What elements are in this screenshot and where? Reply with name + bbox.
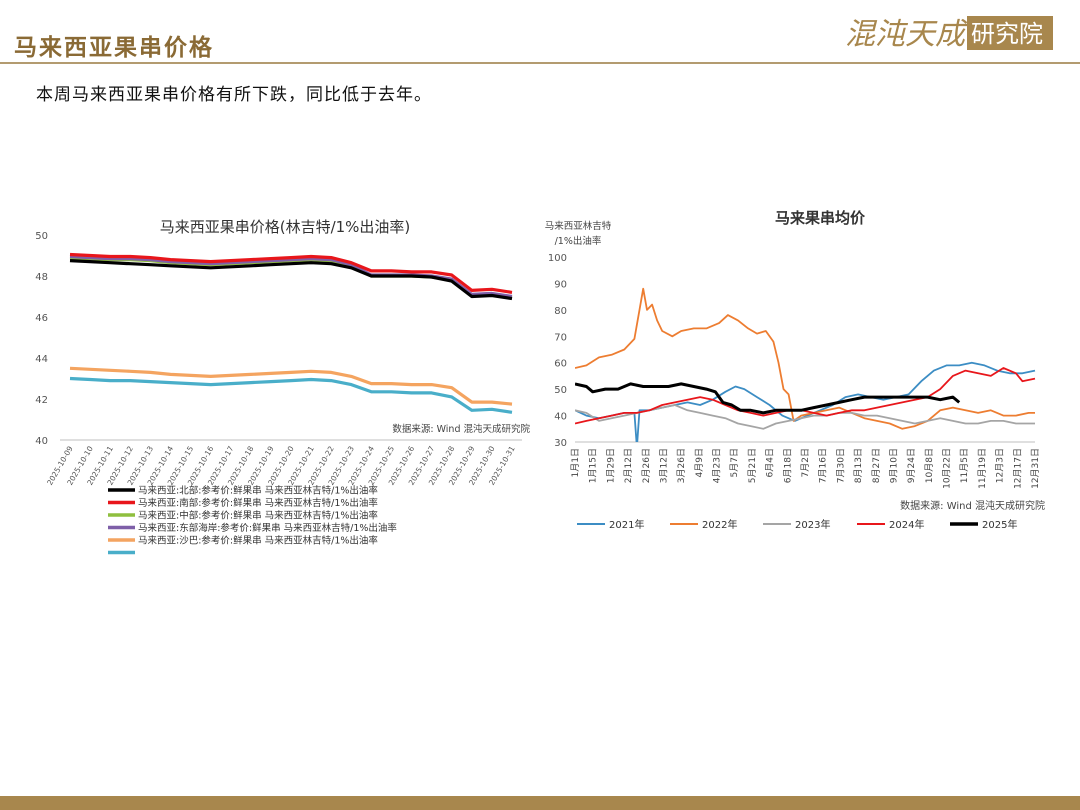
page-title: 马来西亚果串价格 [14, 35, 214, 61]
y-tick-label: 40 [35, 436, 48, 447]
y-tick-label: 44 [35, 354, 48, 365]
legend-label: 马来西亚:北部:参考价:鲜果串 马来西亚林吉特/1%出油率 [138, 485, 378, 497]
title-divider [0, 62, 1080, 64]
x-tick-label: 4月23日 [712, 448, 723, 483]
legend-label: 2023年 [795, 518, 830, 531]
y-tick-label: 42 [35, 395, 48, 406]
x-tick-label: 10月22日 [942, 448, 953, 489]
series-line-0 [575, 361, 1036, 442]
x-tick-label: 5月21日 [747, 448, 758, 483]
series-line-4 [69, 366, 513, 406]
x-tick-label: 2月12日 [623, 448, 634, 483]
x-tick-label: 3月12日 [658, 448, 669, 483]
y-tick-label: 48 [35, 272, 48, 283]
x-tick-label: 7月16日 [818, 448, 829, 483]
x-tick-label: 5月7日 [729, 448, 740, 477]
series-line-3 [575, 367, 1036, 425]
y-tick-label: 50 [554, 385, 567, 396]
y-tick-label: 40 [554, 412, 567, 423]
legend-label: 2021年 [609, 518, 644, 531]
x-tick-label: 11月5日 [959, 448, 970, 483]
x-tick-label: 10月8日 [924, 448, 935, 483]
x-tick-label: 3月26日 [676, 448, 687, 483]
legend-label: 2025年 [982, 518, 1017, 531]
y-tick-label: 60 [554, 359, 567, 370]
brand-logo: 混沌天成 研究院 [843, 12, 1055, 52]
y-tick-label: 100 [548, 253, 567, 264]
x-tick-label: 12月3日 [995, 448, 1006, 483]
x-tick-label: 7月30日 [835, 448, 846, 483]
data-source: 数据来源: Wind 混沌天成研究院 [392, 423, 530, 435]
y-tick-label: 30 [554, 438, 567, 449]
x-tick-label: 9月10日 [888, 448, 899, 483]
x-tick-label: 2月26日 [641, 448, 652, 483]
legend-label: 马来西亚:沙巴:参考价:鲜果串 马来西亚林吉特/1%出油率 [138, 535, 378, 547]
x-tick-label: 1月15日 [588, 448, 599, 483]
left-chart: 马来西亚果串价格(林吉特/1%出油率)4042444648502025-10-0… [35, 218, 530, 555]
x-tick-label: 7月2日 [800, 448, 811, 477]
legend-label: 马来西亚:东部海岸:参考价:鲜果串 马来西亚林吉特/1%出油率 [138, 522, 397, 534]
y-axis-label: /1%出油率 [555, 235, 602, 247]
brand-logo-text-right: 研究院 [971, 20, 1043, 48]
series-line-1 [575, 287, 1035, 430]
y-tick-label: 50 [35, 231, 48, 242]
summary-text: 本周马来西亚果串价格有所下跌，同比低于去年。 [36, 85, 432, 105]
x-tick-label: 8月27日 [871, 448, 882, 483]
x-tick-label: 12月31日 [1030, 448, 1041, 489]
x-tick-label: 11月19日 [977, 448, 988, 489]
chart-title: 马来果串均价 [775, 209, 866, 227]
series-line-1 [69, 252, 513, 294]
data-source: 数据来源: Wind 混沌天成研究院 [900, 499, 1045, 512]
legend-label: 马来西亚:南部:参考价:鲜果串 马来西亚林吉特/1%出油率 [138, 497, 378, 509]
brand-logo-text-left: 混沌天成 [845, 17, 969, 52]
x-tick-label: 8月13日 [853, 448, 864, 483]
x-tick-label: 12月17日 [1012, 448, 1023, 489]
x-tick-label: 9月24日 [906, 448, 917, 483]
x-tick-label: 1月29日 [605, 448, 616, 483]
y-tick-label: 80 [554, 306, 567, 317]
y-axis-label: 马来西亚林吉特 [545, 220, 612, 232]
x-tick-label: 4月9日 [694, 448, 705, 477]
x-tick-label: 1月1日 [570, 448, 581, 477]
y-tick-label: 46 [35, 313, 48, 324]
y-tick-label: 90 [554, 279, 567, 290]
legend-label: 马来西亚:中部:参考价:鲜果串 马来西亚林吉特/1%出油率 [138, 510, 378, 522]
legend-label: 2022年 [702, 518, 737, 531]
x-tick-label: 6月4日 [765, 448, 776, 477]
series-line-5 [69, 376, 513, 414]
y-tick-label: 70 [554, 332, 567, 343]
legend-label: 2024年 [889, 518, 924, 531]
chart-title: 马来西亚果串价格(林吉特/1%出油率) [160, 218, 411, 236]
series-line-0 [69, 259, 513, 301]
x-tick-label: 6月18日 [782, 448, 793, 483]
series-line-4 [575, 382, 961, 415]
footer-bar [0, 796, 1080, 810]
